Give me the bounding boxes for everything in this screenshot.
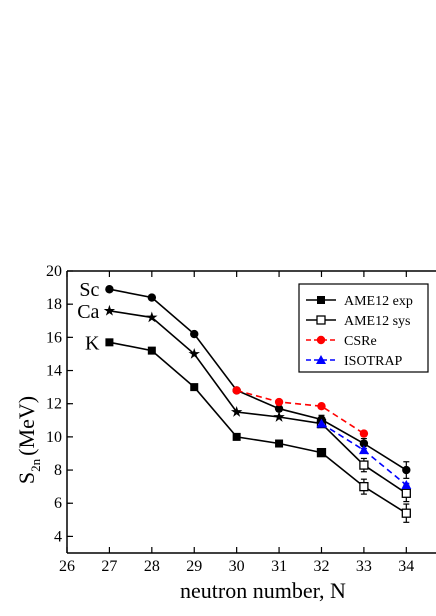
y-axis-label: S2n (MeV) (14, 396, 43, 484)
y-tick-label: 14 (46, 363, 62, 380)
legend-label: CSRe (344, 334, 377, 349)
data-point (274, 397, 284, 407)
x-tick-label: 33 (356, 558, 372, 575)
data-point (359, 439, 369, 448)
data-point (402, 465, 411, 475)
data-point (401, 508, 411, 518)
legend-label: AME12 exp (344, 294, 413, 309)
axes (66, 270, 436, 554)
data-point (359, 460, 369, 470)
series-isotrap-ca (316, 418, 412, 489)
element-label-sc: Sc (79, 279, 99, 301)
data-point (273, 410, 285, 422)
data-point (146, 311, 158, 323)
data-point (359, 481, 369, 492)
x-axis-label: neutron number, N (180, 578, 346, 603)
y-tick-label: 16 (46, 329, 62, 346)
series-exp-ca (103, 304, 328, 429)
data-point (232, 432, 241, 441)
legend-marker (316, 335, 326, 345)
y-axis-label-subscript: 2n (28, 458, 43, 472)
series-line (109, 341, 322, 454)
y-axis-label-unit: (MeV) (14, 396, 39, 456)
series-line (236, 389, 365, 435)
data-point (105, 338, 114, 347)
legend-label: ISOTRAP (344, 354, 403, 369)
element-label-k: K (85, 332, 100, 354)
data-point (190, 329, 199, 339)
y-tick-label: 20 (46, 263, 62, 280)
series-layer (103, 285, 412, 523)
x-tick-label: 26 (59, 558, 75, 575)
y-tick-label: 12 (46, 396, 62, 413)
x-tick-label: 29 (186, 558, 202, 575)
x-tick-label: 34 (398, 558, 414, 575)
element-label-ca: Ca (77, 301, 99, 323)
data-point (317, 401, 326, 411)
data-point (190, 383, 199, 392)
series-line (109, 310, 322, 425)
x-tick-label: 27 (101, 558, 117, 575)
data-point (147, 293, 157, 302)
data-point (317, 448, 326, 457)
data-point (358, 445, 369, 455)
data-point (274, 404, 284, 413)
data-point (275, 439, 284, 448)
data-point (401, 488, 411, 498)
data-point (105, 285, 114, 294)
data-point (147, 346, 156, 355)
legend-label: AME12 sys (344, 314, 411, 329)
y-tick-label: 18 (46, 296, 62, 313)
legend-marker (316, 355, 326, 364)
data-point (188, 347, 200, 359)
legend-marker (316, 315, 326, 325)
y-tick-label: 8 (54, 462, 62, 479)
x-tick-label: 30 (229, 558, 245, 575)
data-point (401, 479, 412, 489)
x-tick-label: 28 (144, 558, 160, 575)
data-point (359, 429, 369, 438)
series-csre-sc (232, 386, 369, 438)
x-tick-label: 31 (271, 558, 287, 575)
y-axis-label-symbol: S (14, 472, 39, 484)
y-tick-label: 4 (54, 528, 62, 545)
y-tick-label: 6 (54, 495, 62, 512)
x-tick-label: 32 (313, 558, 329, 575)
series-line (109, 288, 407, 471)
data-point (232, 386, 241, 395)
data-point (103, 304, 116, 316)
series-exp-k (105, 338, 326, 457)
data-point (316, 418, 327, 428)
ticks: 26 27 28 29 30 31 32 33 34 4 6 8 10 12 14 16 18 20 (46, 263, 414, 575)
legend: AME12 exp AME12 sys CSRe ISOTRAP (298, 283, 429, 373)
data-point (230, 406, 243, 417)
y-tick-label: 10 (46, 429, 62, 446)
legend-marker (317, 296, 325, 304)
